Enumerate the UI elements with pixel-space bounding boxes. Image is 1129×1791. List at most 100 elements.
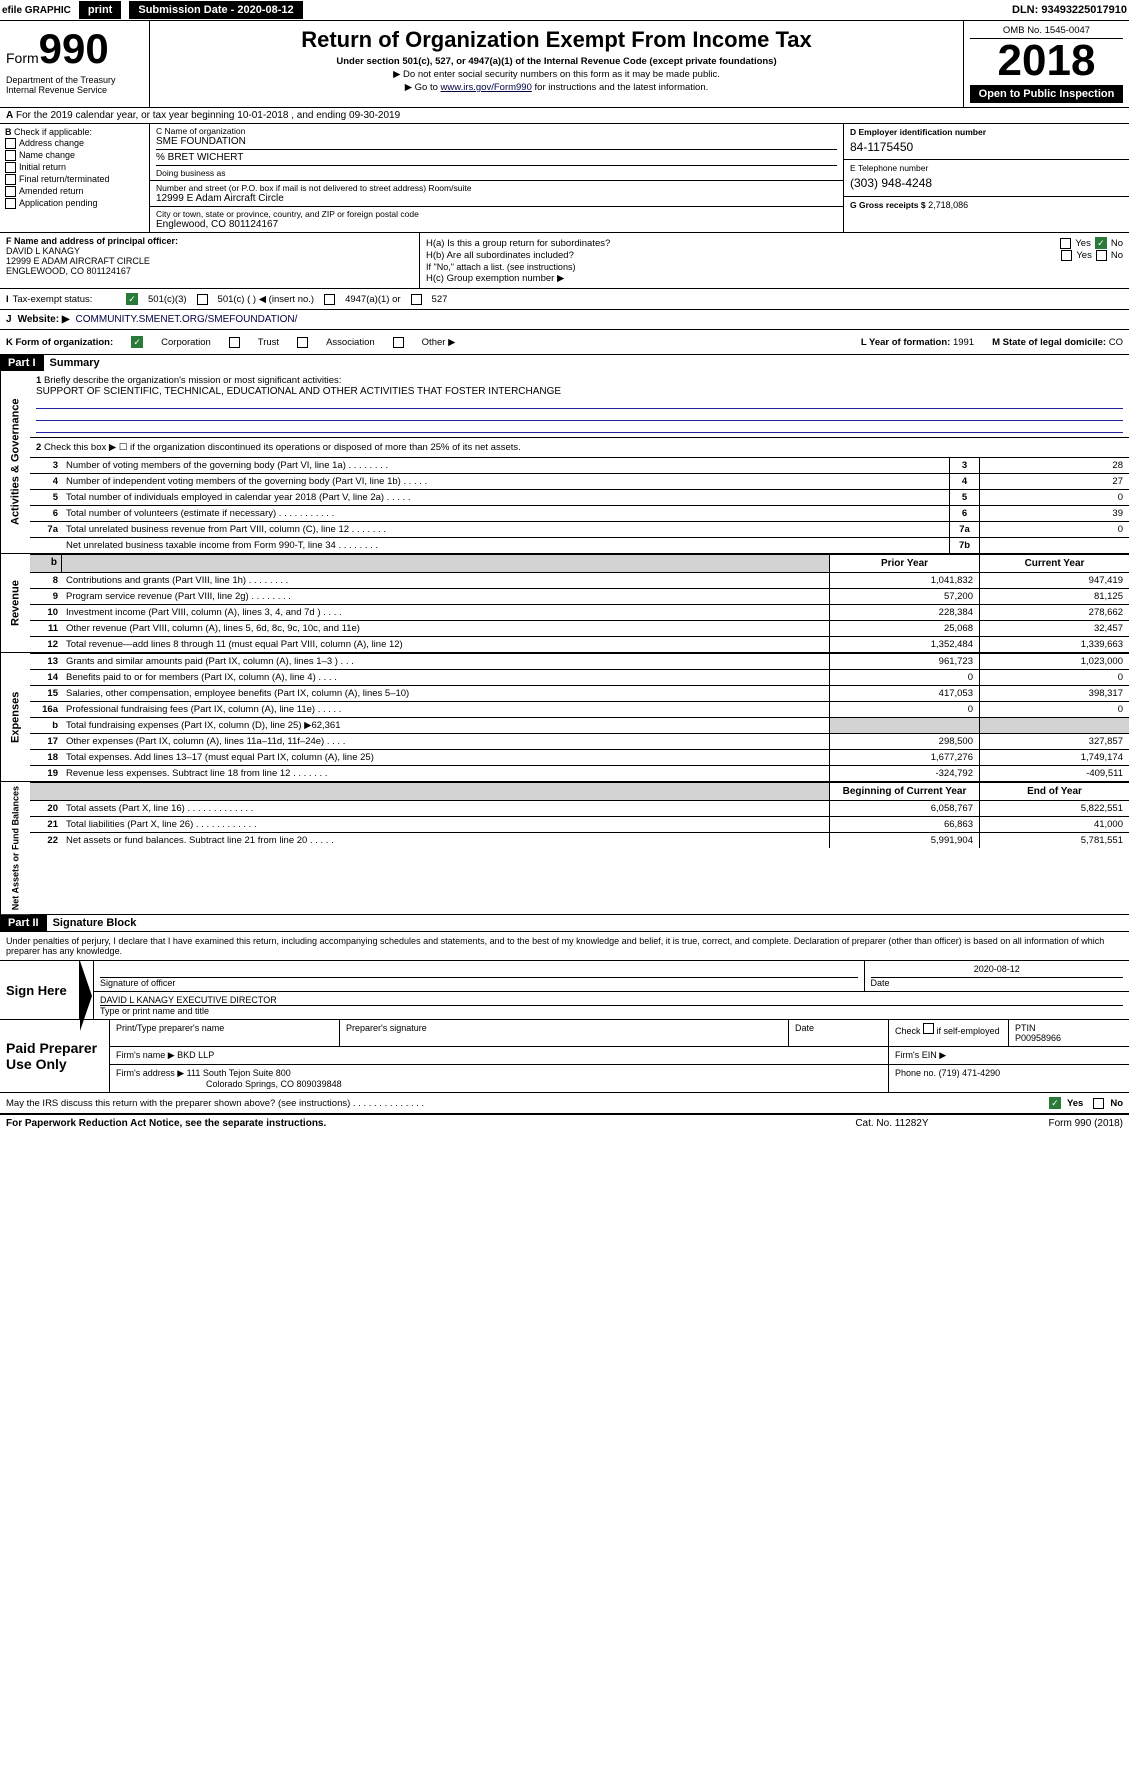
box-f: F Name and address of principal officer:… <box>0 233 420 288</box>
paid-preparer-block: Paid Preparer Use Only Print/Type prepar… <box>0 1019 1129 1093</box>
part1-header: Part ISummary <box>0 355 1129 371</box>
side-label-revenue: Revenue <box>0 554 30 652</box>
gross-receipts: 2,718,086 <box>928 200 968 210</box>
officer-print-name: DAVID L KANAGY EXECUTIVE DIRECTOR <box>100 995 1123 1006</box>
form-header: Form990 Department of the Treasury Inter… <box>0 21 1129 108</box>
summary-line: 7aTotal unrelated business revenue from … <box>30 521 1129 537</box>
section-i: I Tax-exempt status: ✓501(c)(3) 501(c) (… <box>0 289 1129 310</box>
ptin: P00958966 <box>1015 1033 1061 1043</box>
firm-name: BKD LLP <box>177 1050 214 1060</box>
irs-link[interactable]: www.irs.gov/Form990 <box>441 82 532 93</box>
box-h: H(a) Is this a group return for subordin… <box>420 233 1129 288</box>
firm-phone: (719) 471-4290 <box>939 1068 1001 1078</box>
chk-name-change[interactable] <box>5 150 16 161</box>
chk-trust[interactable] <box>229 337 240 348</box>
chk-initial-return[interactable] <box>5 162 16 173</box>
hb-yes[interactable] <box>1061 250 1072 261</box>
summary-line: 3Number of voting members of the governi… <box>30 457 1129 473</box>
summary-line: 6Total number of volunteers (estimate if… <box>30 505 1129 521</box>
form-title: Return of Organization Exempt From Incom… <box>156 27 957 53</box>
city-state-zip: Englewood, CO 801124167 <box>156 219 837 230</box>
efile-label: efile GRAPHIC <box>2 5 71 16</box>
firm-address-1: 111 South Tejon Suite 800 <box>187 1068 291 1078</box>
summary-line: 5Total number of individuals employed in… <box>30 489 1129 505</box>
financial-line: 13Grants and similar amounts paid (Part … <box>30 653 1129 669</box>
financial-line: 9Program service revenue (Part VIII, lin… <box>30 588 1129 604</box>
top-toolbar: efile GRAPHIC print Submission Date - 20… <box>0 0 1129 21</box>
ein: 84-1175450 <box>850 140 1123 154</box>
sign-date: 2020-08-12 <box>871 964 1124 978</box>
hb-no[interactable] <box>1096 250 1107 261</box>
tax-year: 2018 <box>970 39 1123 83</box>
financial-line: 19Revenue less expenses. Subtract line 1… <box>30 765 1129 781</box>
section-klm: K Form of organization: ✓Corporation Tru… <box>0 330 1129 355</box>
chk-527[interactable] <box>411 294 422 305</box>
sign-arrow-icon <box>80 961 92 1031</box>
box-b: B Check if applicable: Address change Na… <box>0 124 150 232</box>
financial-line: 10Investment income (Part VIII, column (… <box>30 604 1129 620</box>
year-formation: 1991 <box>953 337 974 348</box>
discuss-row: May the IRS discuss this return with the… <box>0 1093 1129 1114</box>
dln-label: DLN: 93493225017910 <box>1012 4 1127 16</box>
chk-other[interactable] <box>393 337 404 348</box>
street-address: 12999 E Adam Aircraft Circle <box>156 193 837 204</box>
discuss-no[interactable] <box>1093 1098 1104 1109</box>
financial-line: 15Salaries, other compensation, employee… <box>30 685 1129 701</box>
dept-label: Department of the Treasury Internal Reve… <box>6 75 143 95</box>
box-c: C Name of organization SME FOUNDATION % … <box>150 124 844 232</box>
chk-amended[interactable] <box>5 186 16 197</box>
chk-self-employed[interactable] <box>923 1023 934 1034</box>
section-bcdeg: B Check if applicable: Address change Na… <box>0 124 1129 233</box>
penalties-text: Under penalties of perjury, I declare th… <box>0 931 1129 960</box>
side-label-expenses: Expenses <box>0 653 30 781</box>
chk-corp[interactable]: ✓ <box>131 336 143 348</box>
side-label-netassets: Net Assets or Fund Balances <box>0 782 30 914</box>
revenue-header: b Prior Year Current Year <box>30 554 1129 572</box>
submission-date-button[interactable]: Submission Date - 2020-08-12 <box>129 1 302 19</box>
website-link[interactable]: COMMUNITY.SMENET.ORG/SMEFOUNDATION/ <box>76 314 298 325</box>
chk-4947[interactable] <box>324 294 335 305</box>
expenses-section: Expenses 13Grants and similar amounts pa… <box>0 653 1129 782</box>
mission-text: SUPPORT OF SCIENTIFIC, TECHNICAL, EDUCAT… <box>36 386 561 397</box>
part2-header: Part IISignature Block <box>0 915 1129 931</box>
netassets-header: Beginning of Current Year End of Year <box>30 782 1129 800</box>
chk-501c[interactable] <box>197 294 208 305</box>
chk-app-pending[interactable] <box>5 198 16 209</box>
financial-line: 22Net assets or fund balances. Subtract … <box>30 832 1129 848</box>
net-assets-section: Net Assets or Fund Balances Beginning of… <box>0 782 1129 915</box>
chk-address-change[interactable] <box>5 138 16 149</box>
ha-no[interactable]: ✓ <box>1095 237 1107 249</box>
print-button[interactable]: print <box>79 1 121 19</box>
subtitle-3: ▶ Go to www.irs.gov/Form990 for instruct… <box>156 82 957 93</box>
financial-line: 16aProfessional fundraising fees (Part I… <box>30 701 1129 717</box>
summary-line: Net unrelated business taxable income fr… <box>30 537 1129 553</box>
chk-assoc[interactable] <box>297 337 308 348</box>
state-domicile: CO <box>1109 337 1123 348</box>
subtitle-2: ▶ Do not enter social security numbers o… <box>156 69 957 80</box>
sign-here-label: Sign Here <box>0 961 80 1019</box>
subtitle-1: Under section 501(c), 527, or 4947(a)(1)… <box>156 56 957 67</box>
section-fh: F Name and address of principal officer:… <box>0 233 1129 289</box>
careof: % BRET WICHERT <box>156 149 837 163</box>
financial-line: 20Total assets (Part X, line 16) . . . .… <box>30 800 1129 816</box>
chk-final-return[interactable] <box>5 174 16 185</box>
paid-preparer-label: Paid Preparer Use Only <box>0 1020 110 1092</box>
financial-line: 17Other expenses (Part IX, column (A), l… <box>30 733 1129 749</box>
org-name: SME FOUNDATION <box>156 136 837 147</box>
telephone: (303) 948-4248 <box>850 176 1123 190</box>
page-footer: For Paperwork Reduction Act Notice, see … <box>0 1114 1129 1132</box>
financial-line: 21Total liabilities (Part X, line 26) . … <box>30 816 1129 832</box>
officer-name: DAVID L KANAGY <box>6 246 80 256</box>
section-j: J Website: ▶ COMMUNITY.SMENET.ORG/SMEFOU… <box>0 310 1129 330</box>
line-a: A For the 2019 calendar year, or tax yea… <box>0 108 1129 124</box>
financial-line: 12Total revenue—add lines 8 through 11 (… <box>30 636 1129 652</box>
discuss-yes[interactable]: ✓ <box>1049 1097 1061 1109</box>
summary-line: 4Number of independent voting members of… <box>30 473 1129 489</box>
chk-501c3[interactable]: ✓ <box>126 293 138 305</box>
form-number: Form990 <box>6 25 143 73</box>
financial-line: 8Contributions and grants (Part VIII, li… <box>30 572 1129 588</box>
financial-line: 18Total expenses. Add lines 13–17 (must … <box>30 749 1129 765</box>
revenue-section: Revenue b Prior Year Current Year 8Contr… <box>0 554 1129 653</box>
financial-line: 14Benefits paid to or for members (Part … <box>30 669 1129 685</box>
ha-yes[interactable] <box>1060 238 1071 249</box>
